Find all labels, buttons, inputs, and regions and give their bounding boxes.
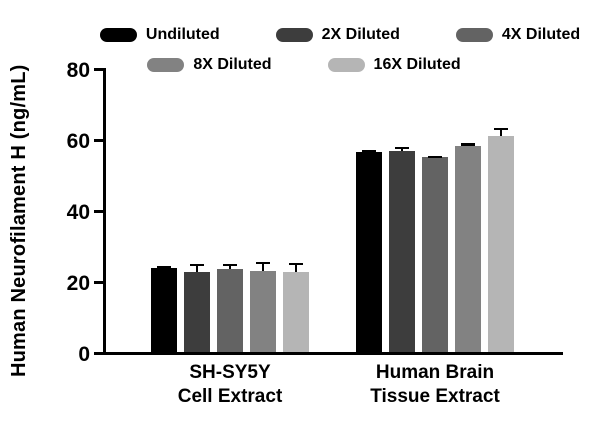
legend-label: Undiluted [145, 26, 220, 43]
error-bar [157, 266, 171, 269]
bar-4x-diluted [422, 157, 448, 352]
y-tick-mark [94, 210, 103, 213]
error-bar [428, 155, 442, 159]
error-bar [461, 143, 475, 147]
error-bar-stem [294, 262, 298, 273]
y-tick-label: 0 [78, 343, 90, 366]
error-bar [494, 127, 508, 136]
error-bar [395, 146, 409, 152]
bar-8x-diluted [250, 270, 276, 352]
error-bar-stem [261, 261, 265, 271]
legend-swatch-icon [275, 28, 313, 42]
error-bar [362, 150, 376, 153]
bar-undiluted [356, 152, 382, 352]
x-category-label: SH-SY5Y Cell Extract [177, 362, 283, 407]
error-bar-cap [362, 150, 376, 153]
y-tick-mark [94, 68, 103, 71]
y-tick-label: 80 [66, 59, 90, 82]
error-bar-stem [499, 127, 503, 136]
error-bar-cap [256, 261, 270, 265]
error-bar-cap [223, 263, 237, 267]
bar-16x-diluted [488, 135, 514, 352]
error-bar [289, 262, 303, 273]
error-bar-cap [157, 266, 171, 269]
legend-label: 16X Diluted [373, 56, 461, 73]
error-bar-cap [428, 155, 442, 159]
error-bar [256, 261, 270, 271]
legend-item: 8X Diluted [147, 56, 272, 74]
legend-swatch-icon [99, 28, 137, 42]
y-tick-mark [94, 352, 103, 355]
legend-item: 4X Diluted [455, 26, 581, 44]
legend-swatch-icon [455, 28, 493, 42]
error-bar-cap [461, 143, 475, 146]
bar-undiluted [151, 267, 177, 352]
error-bar-cap [395, 146, 409, 150]
y-axis-line [103, 68, 106, 355]
legend-swatch-icon [147, 58, 185, 72]
y-tick-mark [94, 281, 103, 284]
error-bar-cap [289, 262, 303, 266]
error-bar-stem [228, 263, 232, 269]
legend-item: 2X Diluted [275, 26, 400, 44]
error-bar [190, 263, 204, 272]
legend-label: 2X Diluted [321, 26, 400, 43]
bar-2x-diluted [389, 151, 415, 352]
bar-2x-diluted [184, 271, 210, 352]
error-bar-stem [195, 263, 199, 272]
legend-item: Undiluted [99, 26, 220, 44]
legend-row: 8X Diluted 16X Diluted [64, 50, 544, 80]
y-tick-label: 40 [66, 201, 90, 224]
y-tick-label: 60 [66, 130, 90, 153]
legend-swatch-icon [327, 58, 365, 72]
error-bar-cap [494, 127, 508, 131]
legend-label: 4X Diluted [501, 26, 581, 43]
legend-label: 8X Diluted [193, 56, 272, 73]
legend-row: Undiluted 2X Diluted 4X Diluted [99, 20, 581, 50]
x-axis-line [103, 352, 563, 355]
error-bar [223, 263, 237, 269]
error-bar-cap [190, 263, 204, 267]
bar-16x-diluted [283, 272, 309, 352]
bar-4x-diluted [217, 268, 243, 352]
y-tick-label: 20 [66, 272, 90, 295]
legend: Undiluted 2X Diluted 4X Diluted 8X Diluted 1… [99, 20, 581, 80]
y-tick-mark [94, 139, 103, 142]
bar-8x-diluted [455, 146, 481, 352]
x-category-label: Human Brain Tissue Extract [370, 362, 500, 407]
y-axis-title: Human Neurofilament H (ng/mL) [8, 64, 30, 378]
legend-item: 16X Diluted [327, 56, 461, 74]
